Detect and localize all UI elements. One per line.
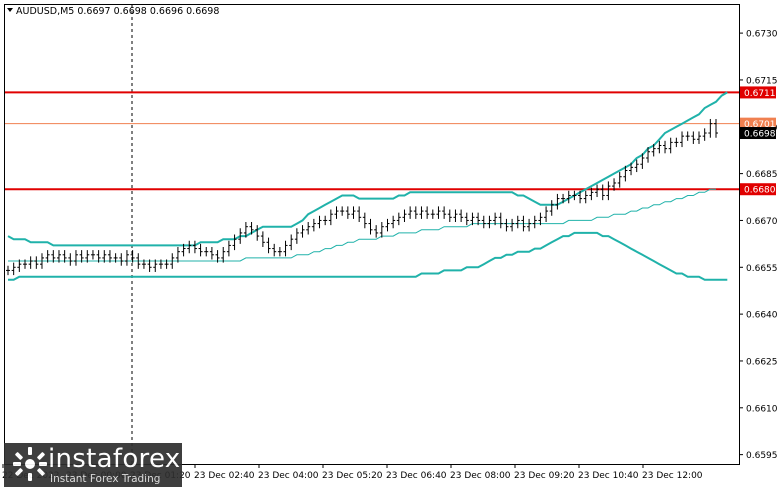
x-tick-label: 23 Dec 09:20 (514, 471, 575, 481)
y-tick-label: 0.6685 (746, 170, 778, 180)
plot-frame (4, 4, 740, 465)
level-price-tag (740, 86, 776, 99)
y-tick-label: 0.6670 (746, 217, 778, 227)
x-tick-label: 23 Dec 10:40 (578, 471, 639, 481)
x-tick-label: 23 Dec 05:20 (322, 471, 383, 481)
current-price-label: 0.6698 (744, 130, 776, 140)
bollinger-lower-band (8, 231, 728, 281)
watermark-tagline: Instant Forex Trading (50, 473, 161, 485)
title-dropdown-icon (7, 8, 13, 12)
x-tick-label: 23 Dec 02:40 (194, 471, 255, 481)
y-tick-label: 0.6640 (746, 311, 778, 321)
y-tick-label: 0.6595 (746, 451, 778, 461)
level-price-label: 0.6680 (744, 186, 776, 196)
x-tick-label: 23 Dec 08:00 (450, 471, 511, 481)
level-price-label: 0.6701 (744, 120, 776, 130)
instaforex-logo-icon (13, 447, 47, 481)
watermark-brand-name: instaforex (48, 444, 181, 474)
x-tick-label: 23 Dec 12:00 (642, 471, 703, 481)
level-price-label: 0.6711 (744, 89, 776, 99)
bollinger-upper-band (7, 91, 728, 247)
y-tick-label: 0.6715 (746, 76, 778, 86)
level-price-tag (740, 183, 776, 196)
y-tick-label: 0.6610 (746, 404, 778, 414)
y-tick-label: 0.6625 (746, 357, 778, 367)
y-tick-label: 0.6730 (746, 30, 778, 40)
y-tick-label: 0.6655 (746, 264, 778, 274)
x-tick-label: 23 Dec 06:40 (386, 471, 447, 481)
current-price-tag (740, 127, 776, 140)
x-tick-label: 23 Dec 04:00 (258, 471, 319, 481)
chart-title: AUDUSD,M5 0.6697 0.6698 0.6696 0.6698 (16, 6, 219, 17)
level-price-tag (740, 117, 776, 130)
instaforex-watermark: instaforex Instant Forex Trading (4, 443, 182, 487)
